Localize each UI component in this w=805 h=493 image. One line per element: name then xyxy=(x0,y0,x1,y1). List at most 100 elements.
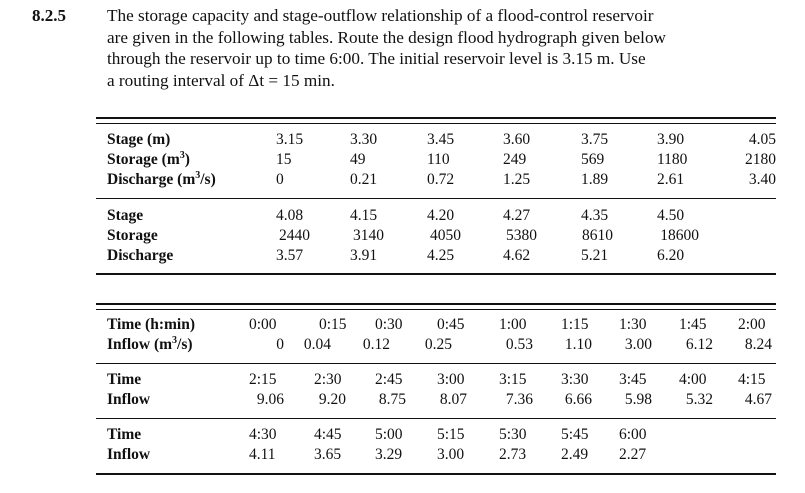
table-rule xyxy=(96,198,776,199)
table-cell: 3.75 xyxy=(581,131,609,148)
statement-line: The storage capacity and stage-outflow r… xyxy=(107,6,654,25)
table-cell: 4.15 xyxy=(350,207,378,224)
table-cell: 4050 xyxy=(430,227,461,244)
table-cell: 2:00 xyxy=(738,316,766,333)
table-cell: 1.10 xyxy=(564,336,592,353)
table-cell: 4.67 xyxy=(744,391,772,408)
table-cell: 0:30 xyxy=(375,316,403,333)
table-cell: 4:30 xyxy=(249,426,277,443)
row-label: Storage xyxy=(107,227,158,244)
table-cell: 8.75 xyxy=(378,391,406,408)
row-label: Stage (m) xyxy=(107,131,171,148)
table-cell: 49 xyxy=(350,151,366,168)
table-cell: 0:45 xyxy=(437,316,465,333)
row-label: Stage xyxy=(107,207,144,224)
table-cell: 4.08 xyxy=(276,207,304,224)
table-cell: 5.21 xyxy=(581,247,609,264)
table-cell: 3.65 xyxy=(314,446,342,463)
table-cell: 6.66 xyxy=(564,391,592,408)
table-cell: 5:15 xyxy=(437,426,465,443)
table-cell: 3140 xyxy=(353,227,384,244)
table-cell: 3.30 xyxy=(350,131,378,148)
row-label: Discharge xyxy=(107,247,174,264)
table-rule xyxy=(96,418,776,419)
table-cell: 4:45 xyxy=(314,426,342,443)
table-cell: 3.45 xyxy=(427,131,455,148)
table-cell: 9.06 xyxy=(256,391,284,408)
table-top-rule xyxy=(96,303,776,305)
statement-line: a routing interval of Δt = 15 min. xyxy=(107,70,335,90)
table-cell: 110 xyxy=(427,151,450,168)
table-cell: 5.32 xyxy=(685,391,713,408)
table-cell: 4.62 xyxy=(503,247,531,264)
table-cell: 6:00 xyxy=(619,426,647,443)
table-cell: 7.36 xyxy=(505,391,533,408)
table-cell: 0.25 xyxy=(424,336,452,353)
table-cell: 15 xyxy=(276,151,292,168)
problem-number: 8.2.5 xyxy=(32,6,66,25)
table-cell: 0.21 xyxy=(350,171,378,188)
table-cell: 0 xyxy=(276,336,284,353)
table-cell: 4:15 xyxy=(738,371,766,388)
table-cell: 3.15 xyxy=(276,131,304,148)
table-cell: 3.00 xyxy=(624,336,652,353)
superscript: 3 xyxy=(179,149,185,161)
row-label: Time xyxy=(107,426,142,443)
table-cell: 4:00 xyxy=(679,371,707,388)
table-cell: 8610 xyxy=(582,227,613,244)
statement-line: through the reservoir up to time 6:00. T… xyxy=(107,49,646,68)
table-cell: 2:45 xyxy=(375,371,403,388)
table-bottom-rule xyxy=(96,273,776,275)
table-cell: 1:00 xyxy=(499,316,527,333)
table-cell: 2180 xyxy=(745,151,776,168)
table-cell: 1:45 xyxy=(679,316,707,333)
table-bottom-rule xyxy=(96,473,776,475)
table-cell: 569 xyxy=(581,151,605,168)
table-cell: 4.20 xyxy=(427,207,455,224)
table-cell: 4.35 xyxy=(581,207,609,224)
table-rule xyxy=(96,363,776,364)
table-cell: 1.89 xyxy=(581,171,609,188)
statement-line: are given in the following tables. Route… xyxy=(107,27,666,47)
row-label: Inflow (m3/s) xyxy=(107,334,193,353)
table-cell: 9.20 xyxy=(318,391,346,408)
table-cell: 2.27 xyxy=(619,446,647,463)
table-cell: 1.25 xyxy=(503,171,531,188)
table-cell: 5:00 xyxy=(375,426,403,443)
table-cell: 3:00 xyxy=(437,371,465,388)
table-cell: 8.07 xyxy=(439,391,467,408)
row-label: Storage (m3) xyxy=(107,149,190,168)
table-cell: 0 xyxy=(276,171,284,188)
table-cell: 2:15 xyxy=(249,371,277,388)
table-cell: 2.49 xyxy=(561,446,589,463)
table-cell: 3.00 xyxy=(437,446,465,463)
table-rule xyxy=(96,123,776,124)
table-cell: 2440 xyxy=(279,227,310,244)
table-cell: 3.40 xyxy=(748,171,776,188)
table-cell: 4.25 xyxy=(427,247,455,264)
table-cell: 3:30 xyxy=(561,371,589,388)
row-label: Inflow xyxy=(107,446,151,463)
table-cell: 4.05 xyxy=(748,131,776,148)
row-label: Time (h:min) xyxy=(107,316,195,333)
table-rule xyxy=(96,309,776,310)
row-label: Discharge (m3/s) xyxy=(107,169,216,188)
table-cell: 5.98 xyxy=(624,391,652,408)
table-cell: 0.72 xyxy=(427,171,455,188)
table-cell: 249 xyxy=(503,151,527,168)
table-top-rule xyxy=(96,117,776,119)
table-cell: 1180 xyxy=(657,151,688,168)
table-cell: 3.57 xyxy=(276,247,304,264)
problem-statement: The storage capacity and stage-outflow r… xyxy=(107,5,797,91)
table-cell: 3.29 xyxy=(375,446,403,463)
table-cell: 5:45 xyxy=(561,426,589,443)
table-cell: 3:45 xyxy=(619,371,647,388)
row-label: Inflow xyxy=(107,391,151,408)
table-cell: 0.04 xyxy=(303,336,331,353)
table-cell: 2:30 xyxy=(314,371,342,388)
table-cell: 0:15 xyxy=(319,316,347,333)
table-cell: 6.12 xyxy=(685,336,713,353)
table-cell: 2.73 xyxy=(499,446,527,463)
table-cell: 4.27 xyxy=(503,207,531,224)
table-cell: 5:30 xyxy=(499,426,527,443)
